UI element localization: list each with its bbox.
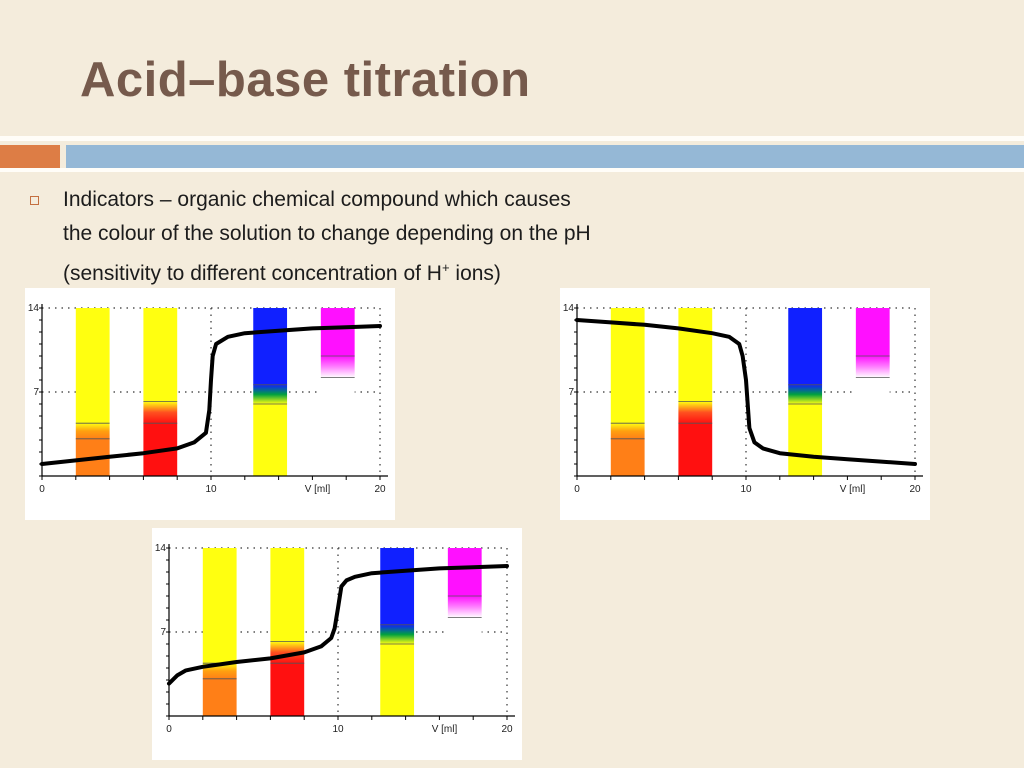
bullet-line-3-pre: (sensitivity to different concentration … [63,262,442,285]
x-tick-label: 0 [574,484,580,495]
x-tick-label: 20 [909,484,921,495]
titration-curve [40,324,382,466]
accent-bar-blue [66,145,1024,168]
bullet-line-3-sup: + [441,260,450,275]
chart-panel-1: 0 10 V [ml] 20 7 14 [25,288,395,520]
y-tick-label: 7 [33,387,39,398]
y-tick-label: 7 [568,387,574,398]
bullet-line-1: Indicators – organic chemical compound w… [63,188,571,211]
indicator-band-methyl-orange [610,308,645,476]
indicator-band-bromothymol-blue [380,548,415,716]
y-tick-label: 7 [160,627,166,638]
bullet-line-3: (sensitivity to different concentration … [63,251,763,291]
x-tick-label: 10 [740,484,752,495]
indicator-band-methyl-orange [202,548,237,716]
x-tick-label: 10 [332,724,344,735]
slide-title: Acid–base titration [80,53,531,107]
y-tick-label: 14 [155,543,167,554]
x-tick-label: V [ml] [305,484,331,495]
titration-chart-1: 0 10 V [ml] 20 7 14 [28,303,388,495]
accent-bar-orange [0,145,60,168]
y-tick-label: 14 [563,303,575,314]
titration-curve [167,564,509,686]
x-tick-label: 20 [501,724,513,735]
bullet-line-2: the colour of the solution to change dep… [63,222,591,245]
x-tick-label: 20 [374,484,386,495]
chart-panel-3: 0 10 V [ml] 20 7 14 [152,528,522,760]
indicator-band-methyl-red [678,308,713,476]
titration-curve [575,318,917,466]
indicator-band-phenolphthalein [855,308,890,476]
x-tick-label: 0 [166,724,172,735]
indicator-band-phenolphthalein [447,548,482,716]
chart-panel-2: 0 10 V [ml] 20 7 14 [560,288,930,520]
header-divider-bottom [0,168,1024,172]
x-tick-label: V [ml] [840,484,866,495]
indicator-band-bromothymol-blue [253,308,288,476]
titration-chart-3: 0 10 V [ml] 20 7 14 [155,543,515,735]
x-tick-label: 10 [205,484,217,495]
x-tick-label: 0 [39,484,45,495]
indicator-band-phenolphthalein [320,308,355,476]
bullet-square-icon [30,196,39,205]
titration-chart-2: 0 10 V [ml] 20 7 14 [563,303,923,495]
y-tick-label: 14 [28,303,40,314]
indicator-band-methyl-orange [75,308,110,476]
indicator-band-bromothymol-blue [788,308,823,476]
bullet-line-3-post: ions) [449,262,501,285]
header-divider-top [0,136,1024,141]
indicator-band-methyl-red [270,548,305,716]
bullet-text: Indicators – organic chemical compound w… [63,183,763,291]
x-tick-label: V [ml] [432,724,458,735]
